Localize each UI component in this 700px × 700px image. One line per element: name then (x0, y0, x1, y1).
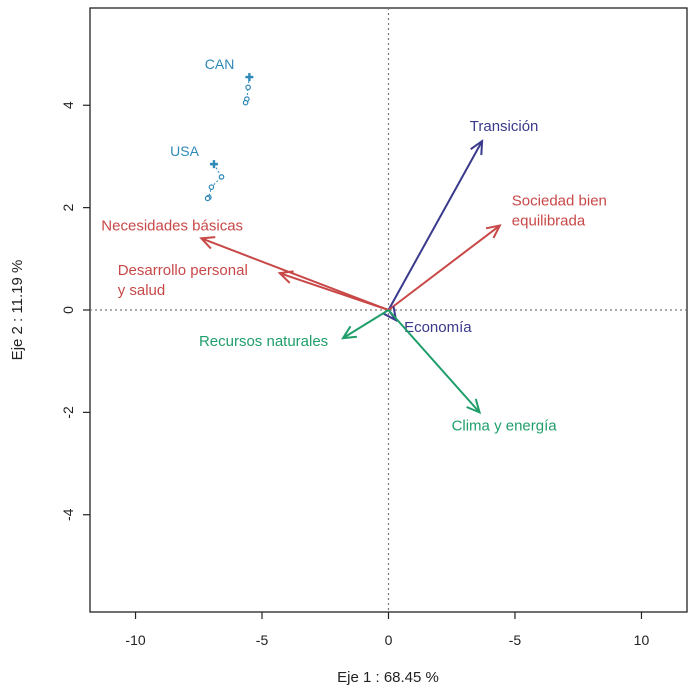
country-trajectory (207, 163, 223, 199)
vector-label: Recursos naturales (199, 333, 328, 350)
vector-arrowhead (466, 398, 482, 415)
x-tick-label: 0 (385, 632, 393, 648)
x-tick-label: -5 (509, 632, 522, 648)
x-axis-title: Eje 1 : 68.45 % (337, 669, 439, 686)
x-axis: -10 -5 0 -5 10 (125, 612, 649, 648)
vector-necesidades-b-sicas: Necesidades básicas (101, 217, 389, 311)
y-tick-label: 2 (60, 204, 76, 212)
country-point (242, 99, 249, 106)
vector-shaft (387, 140, 483, 311)
vector-label: Necesidades básicas (101, 217, 243, 234)
country-point (245, 73, 254, 82)
country-usa: USA (170, 143, 225, 202)
country-point (218, 174, 225, 180)
y-tick-label: 0 (60, 306, 76, 314)
x-tick-label: -10 (125, 632, 145, 648)
vector-arrowhead (485, 224, 502, 239)
country-layer: CAN USA (170, 56, 254, 202)
country-can: CAN (205, 56, 254, 106)
vector-arrowhead (383, 306, 398, 323)
vector-transici-n: Transición (387, 118, 539, 311)
vector-econom-a: Economía (383, 306, 472, 336)
x-tick-label: 10 (634, 632, 650, 648)
vector-label: equilibrada (512, 213, 586, 230)
vector-arrowhead (277, 270, 294, 284)
vector-shaft (387, 224, 501, 311)
vector-recursos-naturales: Recursos naturales (199, 309, 390, 350)
country-point (208, 184, 215, 190)
vector-clima-y-energ-a: Clima y energía (387, 309, 558, 434)
vector-shaft (342, 309, 390, 340)
vector-shaft (387, 309, 481, 414)
x-tick-label: -5 (256, 632, 269, 648)
vector-sociedad-bien-equilibrada: Sociedad bien equilibrada (387, 193, 607, 311)
country-label: USA (170, 143, 199, 159)
vector-label: Transición (470, 118, 539, 135)
vector-shaft (200, 237, 389, 311)
vector-layer: Transición Sociedad bien equilibrada Necesi… (101, 118, 607, 434)
vector-arrowhead (341, 325, 357, 340)
vector-arrowhead (199, 236, 216, 250)
vector-label: Desarrollo personal (118, 262, 248, 279)
y-axis-title: Eje 2 : 11.19 % (9, 260, 26, 361)
vector-label: Economía (404, 319, 472, 336)
country-point (204, 195, 211, 202)
y-tick-label: 4 (60, 101, 76, 109)
y-tick-label: -2 (60, 406, 76, 419)
y-axis: 4 2 0 -2 -4 (60, 101, 90, 521)
vector-label: y salud (118, 282, 166, 299)
vector-label: Sociedad bien (512, 193, 607, 210)
vector-shaft (279, 272, 389, 311)
country-point (245, 84, 251, 91)
vector-arrowhead (470, 139, 484, 156)
country-point (209, 160, 218, 169)
country-label: CAN (205, 56, 235, 72)
y-tick-label: -4 (60, 508, 76, 521)
vector-label: Clima y energía (452, 417, 558, 434)
vector-desarrollo-personal-y-salud: Desarrollo personal y salud (118, 262, 389, 311)
